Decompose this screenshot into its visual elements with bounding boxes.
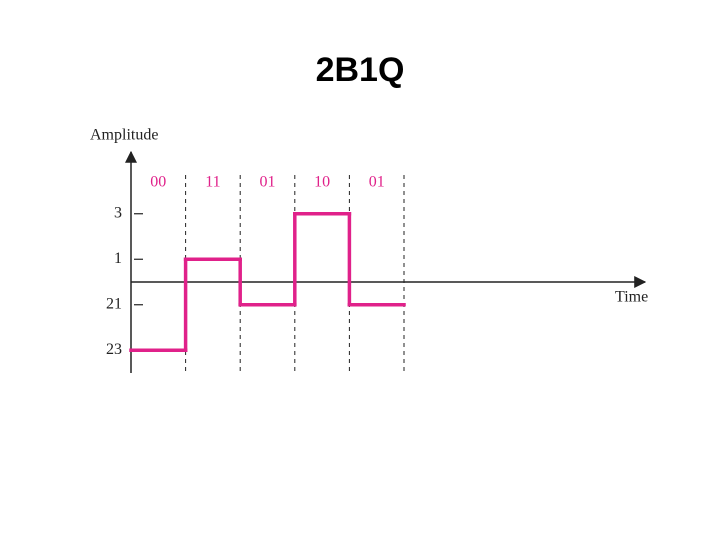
bit-label: 01 (369, 174, 385, 191)
bit-label: 01 (260, 174, 276, 191)
bit-label: 11 (205, 174, 220, 191)
y-axis-label: Amplitude (90, 127, 158, 144)
y-tick-label: 23 (106, 341, 122, 358)
x-axis-label: Time (615, 289, 648, 306)
y-tick-label: 1 (114, 250, 122, 267)
title: 2B1Q (316, 51, 405, 89)
y-tick-label: 3 (114, 204, 122, 221)
bit-label: 10 (314, 174, 330, 191)
bit-label: 00 (150, 174, 166, 191)
y-tick-label: 21 (106, 295, 122, 312)
